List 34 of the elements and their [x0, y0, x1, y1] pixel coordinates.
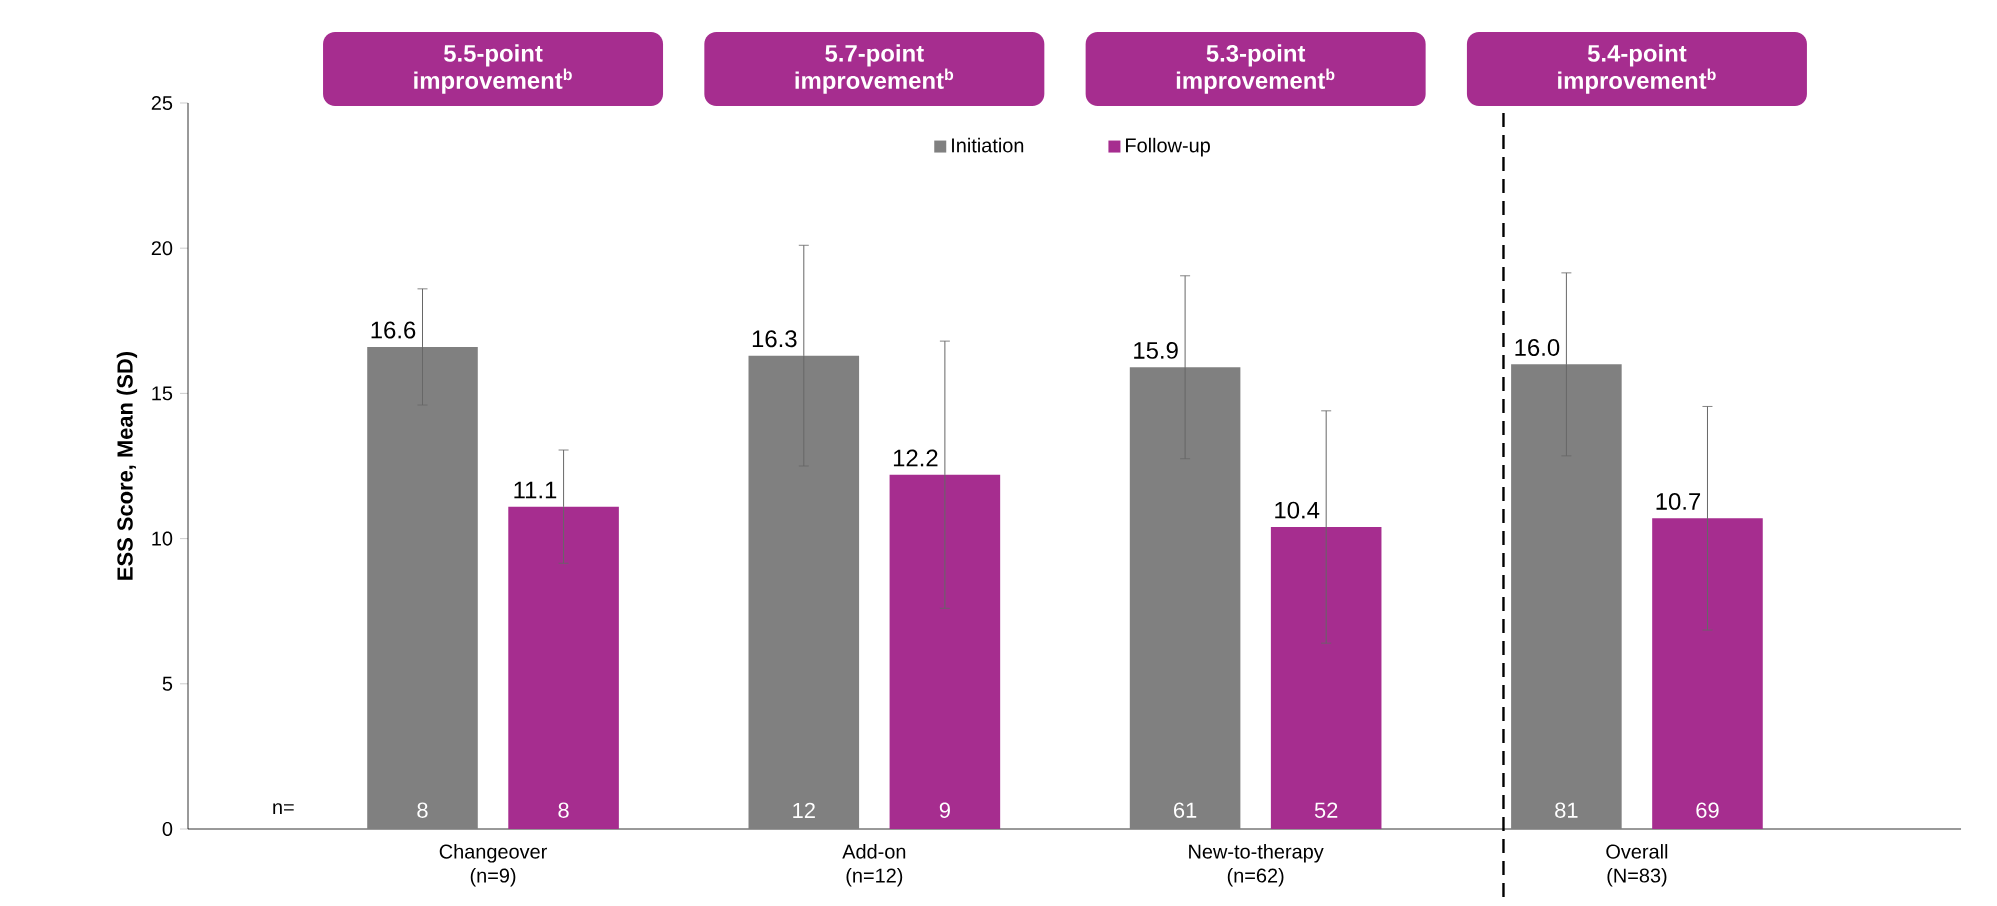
- data-label: 12.2: [893, 449, 938, 467]
- legend-label: Initiation: [952, 137, 1024, 153]
- annotation: 8: [417, 802, 428, 818]
- y-tick-label: 0: [162, 821, 173, 837]
- data-label: 16.3: [752, 330, 797, 348]
- data-label: 10.7: [1656, 492, 1701, 510]
- x-tick-label: New-to-therapy (n=62): [1189, 844, 1324, 887]
- data-label: 11.1: [514, 481, 557, 499]
- x-tick-label: Overall (N=83): [1606, 844, 1668, 887]
- y-tick-label: 20: [151, 241, 173, 256]
- legend-label: Follow-up: [1126, 137, 1210, 157]
- y-axis-title: ESS Score, Mean (SD): [116, 352, 138, 580]
- data-label: 15.9: [1134, 341, 1178, 359]
- y-tick-label: 15: [152, 386, 173, 401]
- annotation: 81: [1555, 802, 1578, 818]
- annotation: 9: [939, 802, 950, 818]
- data-label: 16.0: [1515, 339, 1560, 356]
- text: 5.3-point improvement$^{b}$: [1176, 44, 1335, 94]
- x-tick-label: Add-on (n=12): [842, 844, 906, 887]
- text: 5.7-point improvement$^{b}$: [795, 44, 954, 94]
- y-tick-label: 10: [152, 531, 173, 546]
- annotation: n=: [273, 803, 294, 814]
- y-tick-label: 5: [162, 676, 173, 691]
- annotation: 69: [1696, 802, 1719, 818]
- y-tick-label: 25: [151, 95, 173, 111]
- data-label: 10.4: [1275, 501, 1320, 519]
- text: 5.5-point improvement$^{b}$: [414, 44, 572, 94]
- data-label: 16.6: [371, 321, 416, 339]
- annotation: 8: [558, 802, 569, 818]
- annotation: 12: [793, 802, 815, 818]
- text: 5.4-point improvement$^{b}$: [1558, 44, 1716, 94]
- annotation: 52: [1314, 802, 1338, 818]
- x-tick-label: Changeover (n=9): [439, 844, 547, 887]
- annotation: 61: [1174, 802, 1197, 818]
